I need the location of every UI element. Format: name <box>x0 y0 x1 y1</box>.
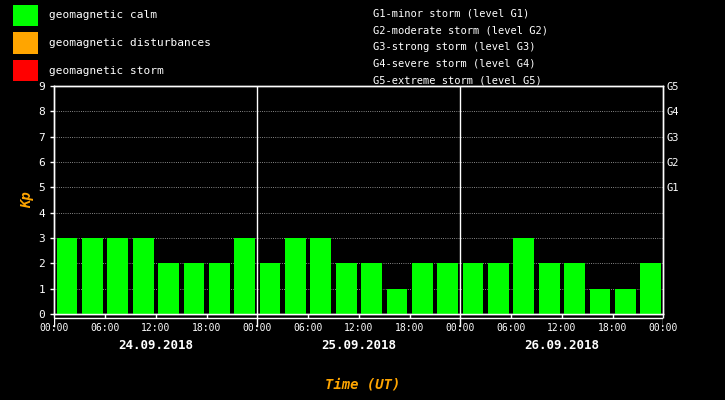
Text: Time (UT): Time (UT) <box>325 378 400 392</box>
Bar <box>234 238 255 314</box>
Bar <box>57 238 78 314</box>
Bar <box>463 263 484 314</box>
Bar <box>260 263 281 314</box>
Bar <box>158 263 179 314</box>
FancyBboxPatch shape <box>13 60 38 81</box>
Text: G2-moderate storm (level G2): G2-moderate storm (level G2) <box>373 25 548 35</box>
Bar <box>386 289 407 314</box>
Y-axis label: Kp: Kp <box>20 192 34 208</box>
Bar <box>209 263 230 314</box>
Bar <box>564 263 585 314</box>
Bar <box>361 263 382 314</box>
Bar <box>488 263 509 314</box>
Bar <box>107 238 128 314</box>
Bar <box>589 289 610 314</box>
FancyBboxPatch shape <box>13 32 38 54</box>
Bar <box>640 263 661 314</box>
Text: 25.09.2018: 25.09.2018 <box>321 339 397 352</box>
Bar <box>310 238 331 314</box>
Bar <box>133 238 154 314</box>
Bar <box>183 263 204 314</box>
Bar <box>82 238 103 314</box>
Text: G5-extreme storm (level G5): G5-extreme storm (level G5) <box>373 76 542 86</box>
Text: 26.09.2018: 26.09.2018 <box>524 339 600 352</box>
Bar <box>539 263 560 314</box>
Text: geomagnetic disturbances: geomagnetic disturbances <box>49 38 211 48</box>
Text: G3-strong storm (level G3): G3-strong storm (level G3) <box>373 42 536 52</box>
Text: geomagnetic calm: geomagnetic calm <box>49 10 157 20</box>
Bar <box>336 263 357 314</box>
Text: G1-minor storm (level G1): G1-minor storm (level G1) <box>373 9 530 18</box>
Bar <box>412 263 433 314</box>
Text: G4-severe storm (level G4): G4-severe storm (level G4) <box>373 59 536 69</box>
FancyBboxPatch shape <box>13 5 38 26</box>
Bar <box>285 238 306 314</box>
Bar <box>615 289 636 314</box>
Bar <box>513 238 534 314</box>
Text: 24.09.2018: 24.09.2018 <box>118 339 194 352</box>
Text: geomagnetic storm: geomagnetic storm <box>49 66 164 76</box>
Bar <box>437 263 458 314</box>
